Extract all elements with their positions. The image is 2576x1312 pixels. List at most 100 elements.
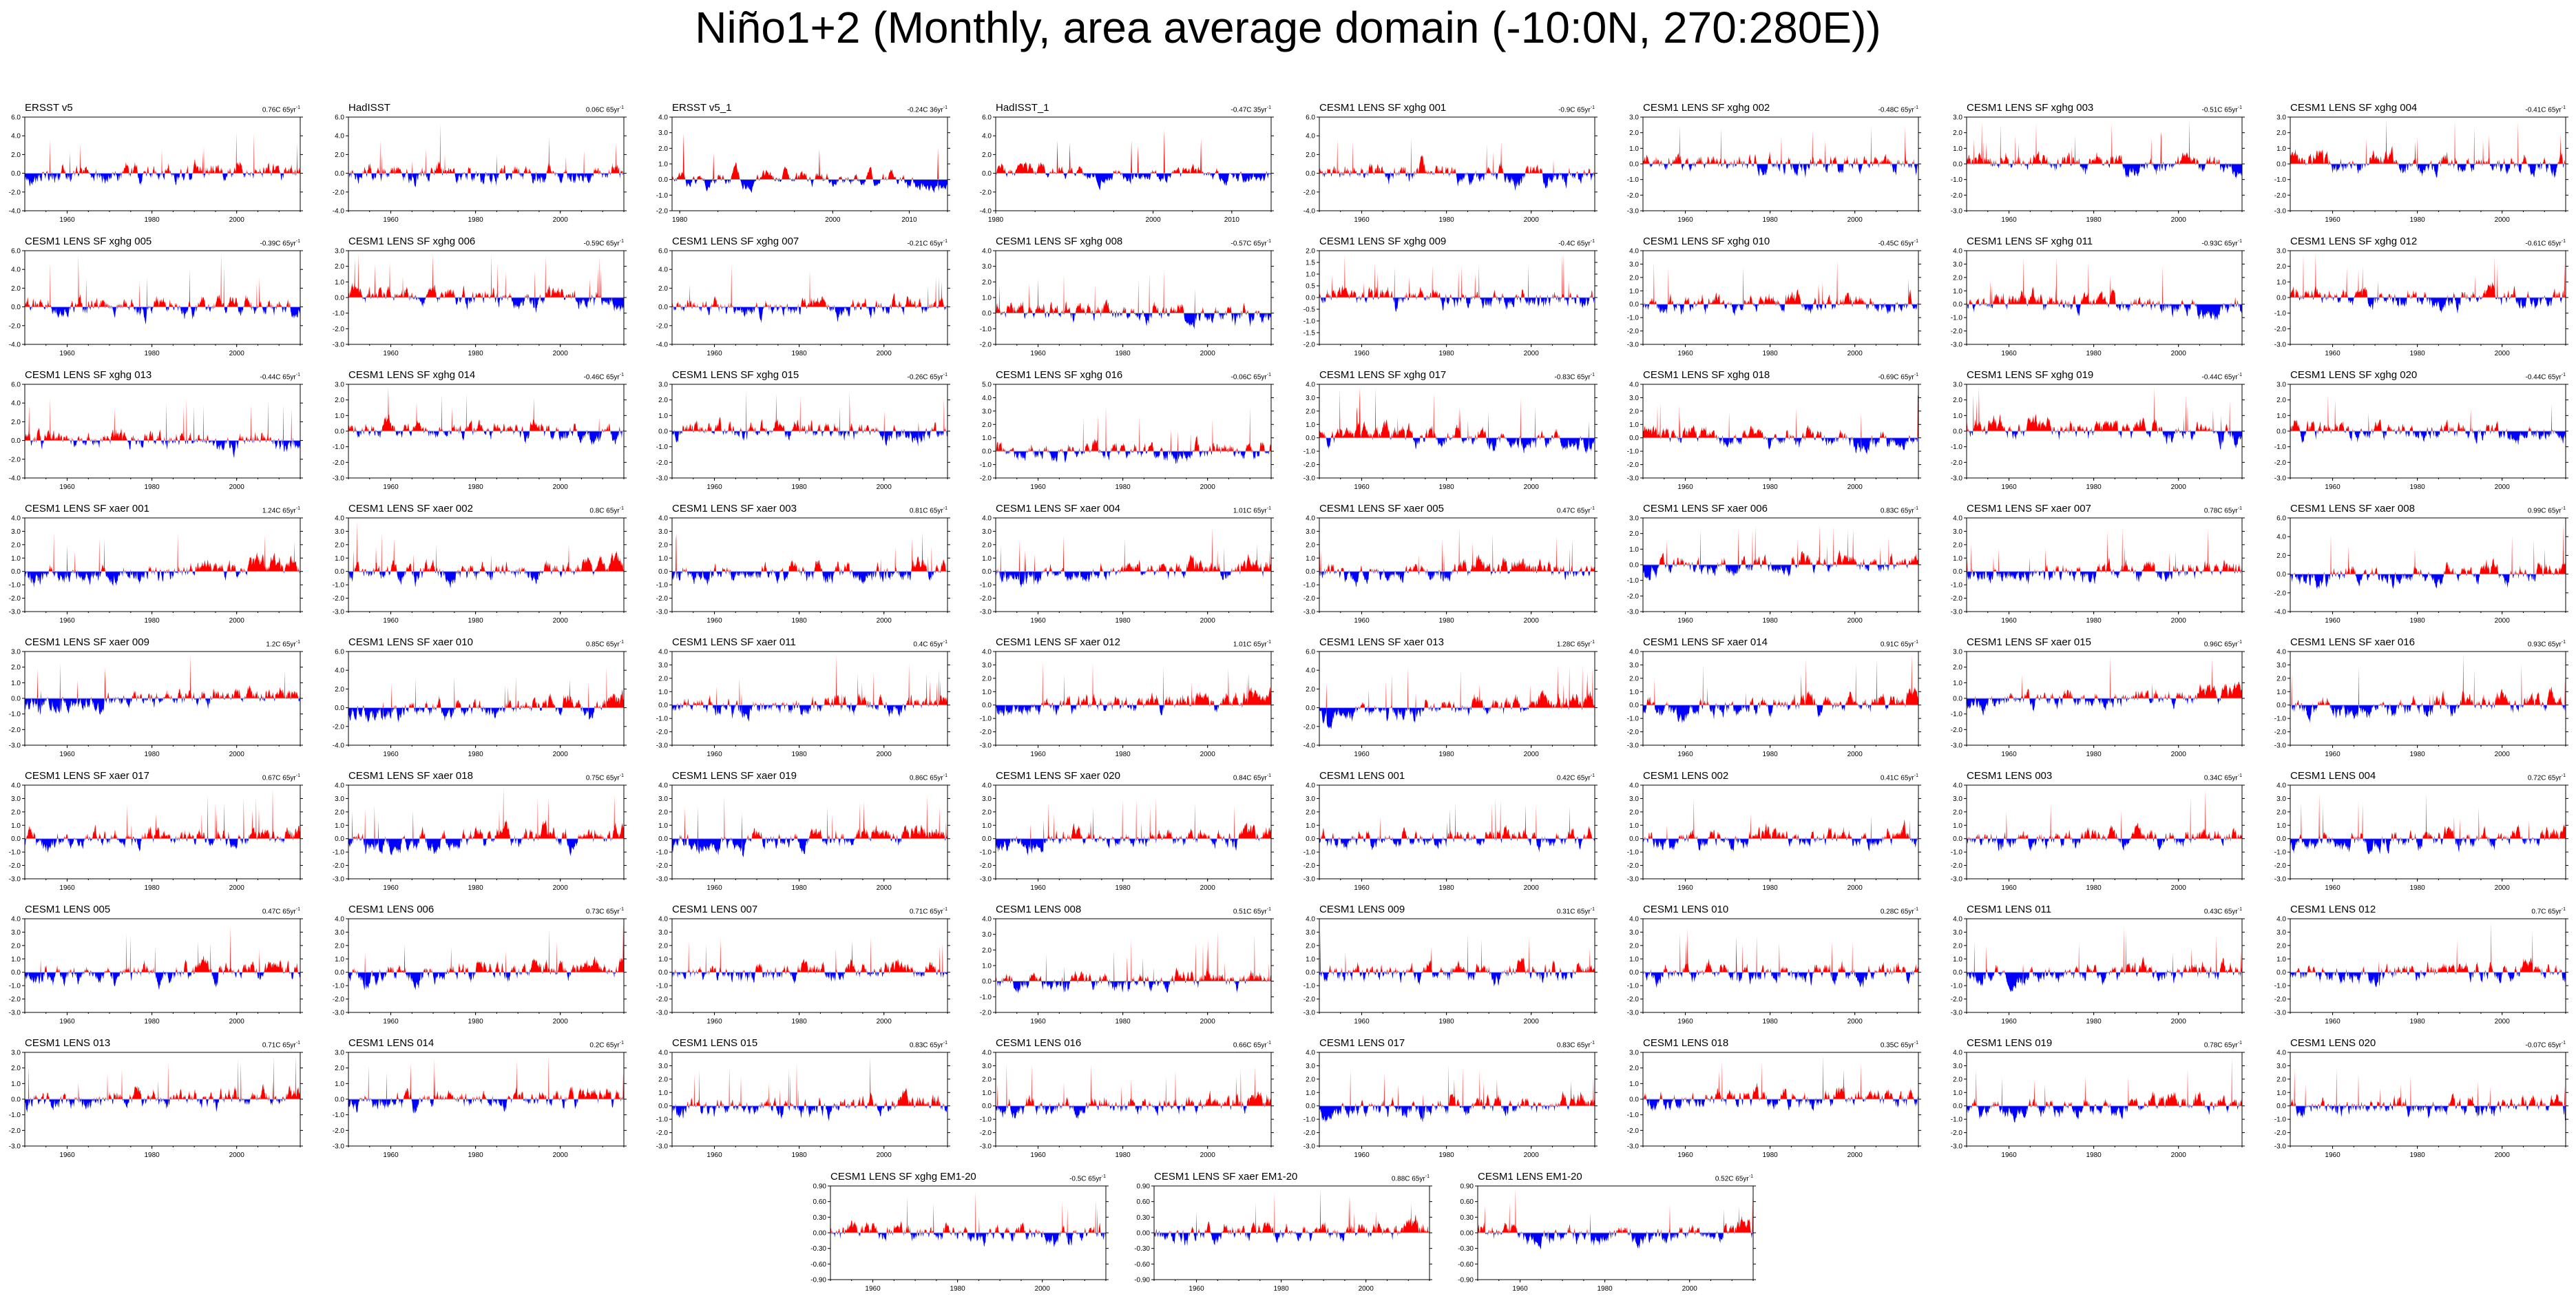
panel-title: CESM1 LENS SF xghg 016 <box>996 369 1123 381</box>
y-tick-label: 0.0 <box>982 170 992 178</box>
x-tick-label: 1960 <box>59 1018 75 1025</box>
y-tick-label: -3.0 <box>1627 342 1640 349</box>
y-tick-label: 0.0 <box>1629 969 1639 977</box>
y-tick-label: 3.0 <box>1629 515 1639 523</box>
y-tick-label: 3.0 <box>335 248 344 256</box>
y-tick-label: -4.0 <box>333 208 345 216</box>
panel-title: CESM1 LENS SF xghg 004 <box>2290 102 2418 114</box>
y-tick-label: 0.0 <box>335 969 344 977</box>
panel-title: CESM1 LENS SF xghg 015 <box>672 369 799 381</box>
x-tick-label: 2000 <box>2171 216 2187 224</box>
x-tick-label: 1980 <box>791 751 807 758</box>
negative-area <box>348 431 624 446</box>
anomaly-plot: 6.0 4.0 2.0 0.0 -2.0 -4.0 1960 1980 2000 <box>1303 649 1598 758</box>
anomaly-plot: 4.0 3.0 2.0 1.0 0.0 -1.0 -2.0 -3.0 1960 1980 2000 <box>656 916 950 1025</box>
trend-label: 0.34C 65yr-1 <box>2203 773 2242 782</box>
y-tick-label: 0.0 <box>1629 562 1639 570</box>
trend-label: 0.96C 65yr-1 <box>2203 640 2242 649</box>
anomaly-plot: 3.0 2.0 1.0 0.0 -1.0 -2.0 -3.0 1960 1980 2000 <box>656 382 950 491</box>
y-tick-label: -1.0 <box>1951 582 1963 590</box>
y-tick-label: -2.0 <box>656 208 669 216</box>
chart-panel: CESM1 LENS SF xaer EM1-20 0.88C 65yr-1 0.9… <box>1129 1171 1432 1302</box>
panel-title: CESM1 LENS SF xghg 018 <box>1643 369 1770 381</box>
y-tick-label: 0.0 <box>1306 835 1315 843</box>
y-tick-label: 3.0 <box>658 662 668 669</box>
x-tick-label: 2000 <box>2171 1152 2187 1159</box>
y-tick-label: 1.0 <box>1306 956 1315 964</box>
positive-area <box>672 654 947 705</box>
y-tick-label: 0.30 <box>1137 1214 1151 1222</box>
y-tick-label: -2.0 <box>656 595 669 603</box>
y-tick-label: 6.0 <box>1306 649 1315 656</box>
y-tick-label: -1.0 <box>2274 1116 2287 1124</box>
y-tick-label: 2.0 <box>335 397 344 404</box>
y-tick-label: -3.0 <box>1951 609 1963 616</box>
x-tick-label: 1980 <box>2086 483 2102 491</box>
chart-panel: CESM1 LENS 011 0.43C 65yr-1 4.0 3.0 2.0 1.0 0.… <box>1942 904 2245 1034</box>
x-tick-label: 1960 <box>1030 617 1046 625</box>
x-tick-label: 1960 <box>1677 884 1693 892</box>
chart-panel: CESM1 LENS SF xghg 007 -0.21C 65yr-1 6.0 4.… <box>647 236 950 366</box>
anomaly-plot: 4.0 3.0 2.0 1.0 0.0 -1.0 -2.0 -3.0 1960 1980 2000 <box>1303 782 1598 892</box>
trend-label: 0.99C 65yr-1 <box>2527 506 2566 515</box>
y-tick-label: -1.0 <box>1951 176 1963 184</box>
y-tick-label: 0.0 <box>1953 835 1962 843</box>
y-tick-label: 4.0 <box>1629 649 1639 656</box>
negative-area <box>672 306 947 324</box>
y-tick-label: 4.0 <box>1306 382 1315 389</box>
y-tick-label: 1.5 <box>1306 260 1315 267</box>
y-tick-label: 6.0 <box>982 114 992 122</box>
x-tick-label: 2000 <box>2495 751 2511 758</box>
y-tick-label: 1.0 <box>335 956 344 964</box>
y-tick-label: -1.0 <box>9 849 21 857</box>
positive-area <box>996 405 1271 452</box>
y-tick-label: 4.0 <box>11 267 21 274</box>
panel-title: CESM1 LENS 003 <box>1967 770 2053 782</box>
trend-label: 0.35C 65yr-1 <box>1880 1041 1918 1050</box>
negative-area <box>1643 164 1918 178</box>
y-tick-label: 2.0 <box>335 942 344 950</box>
x-tick-label: 2000 <box>2495 617 2511 625</box>
y-tick-label: -3.0 <box>1627 876 1640 884</box>
y-tick-label: 0.0 <box>658 428 668 436</box>
x-tick-label: 2000 <box>1200 617 1216 625</box>
panel-title: CESM1 LENS 019 <box>1967 1037 2053 1049</box>
x-tick-label: 1980 <box>791 350 807 357</box>
y-tick-label: -4.0 <box>333 742 345 750</box>
y-tick-label: 6.0 <box>2276 515 2286 523</box>
y-tick-label: -0.60 <box>1134 1261 1150 1269</box>
x-tick-label: 1980 <box>2409 1152 2425 1159</box>
y-tick-label: 0.0 <box>11 437 21 445</box>
x-tick-label: 1960 <box>59 483 75 491</box>
x-tick-label: 1960 <box>2325 216 2341 224</box>
panel-title: CESM1 LENS SF xaer 017 <box>25 770 149 782</box>
positive-area <box>25 132 300 174</box>
y-tick-label: -3.0 <box>980 876 992 884</box>
x-tick-label: 2000 <box>1524 483 1540 491</box>
axis-frame <box>995 116 1272 211</box>
y-tick-label: 3.0 <box>658 795 668 803</box>
chart-panel: CESM1 LENS SF xghg 010 -0.45C 65yr-1 4.0 3.… <box>1618 236 1921 366</box>
x-tick-label: 1960 <box>1677 1152 1693 1159</box>
trend-label: 0.51C 65yr-1 <box>1233 907 1271 916</box>
x-tick-label: 1980 <box>2086 216 2102 224</box>
chart-panel: CESM1 LENS SF xaer 008 0.99C 65yr-1 6.0 4.0… <box>2265 503 2568 634</box>
chart-panel: CESM1 LENS 010 0.28C 65yr-1 4.0 3.0 2.0 1.0 0.… <box>1618 904 1921 1034</box>
y-tick-label: -2.0 <box>2274 590 2287 597</box>
panel-title: CESM1 LENS SF xaer 008 <box>2290 503 2415 514</box>
chart-panel: CESM1 LENS SF xghg 001 -0.9C 65yr-1 6.0 4.0… <box>1295 102 1598 233</box>
y-tick-label: 2.0 <box>2276 263 2286 271</box>
positive-area <box>2290 395 2566 431</box>
positive-area <box>996 930 1271 981</box>
x-tick-label: 1960 <box>383 483 399 491</box>
y-tick-label: -2.0 <box>1627 328 1640 335</box>
trend-label: 0.88C 65yr-1 <box>1391 1174 1430 1183</box>
axis-frame <box>1966 1052 2243 1147</box>
y-tick-label: 2.0 <box>335 809 344 816</box>
chart-panel: CESM1 LENS SF xghg 006 -0.59C 65yr-1 3.0 2.… <box>324 236 627 366</box>
y-tick-label: 0.0 <box>1629 301 1639 309</box>
panel-title: CESM1 LENS SF xaer 019 <box>672 770 797 782</box>
y-tick-label: 0.0 <box>1629 835 1639 843</box>
y-tick-label: 2.0 <box>1629 129 1639 137</box>
y-tick-label: 1.0 <box>2276 413 2286 420</box>
